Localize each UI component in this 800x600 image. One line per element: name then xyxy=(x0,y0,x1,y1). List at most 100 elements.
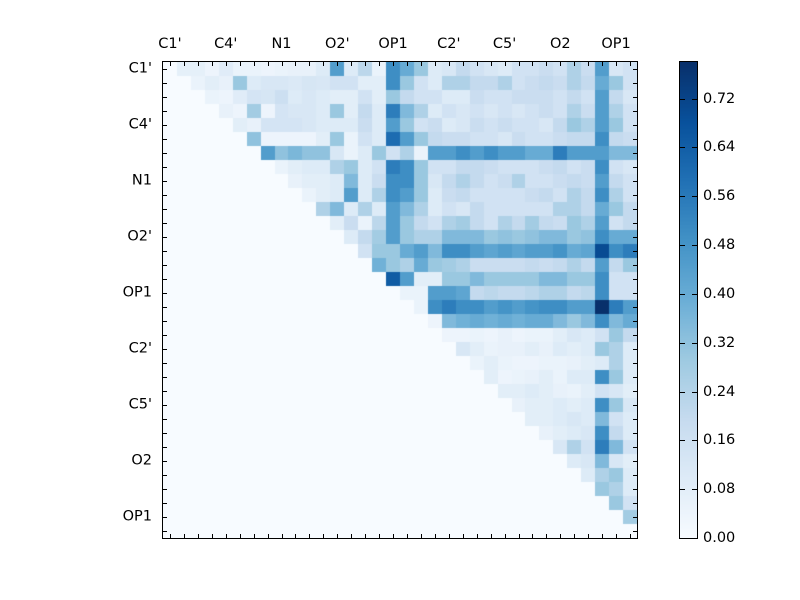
axis-tick xyxy=(574,534,576,538)
x-axis-label: C1' xyxy=(158,36,182,52)
axis-tick xyxy=(476,62,478,66)
y-axis-label: C2' xyxy=(128,340,152,357)
x-axis-label: OP1 xyxy=(378,36,408,52)
axis-tick xyxy=(163,209,167,210)
axis-tick xyxy=(633,97,637,98)
colorbar-tick xyxy=(680,489,685,491)
axis-tick xyxy=(163,475,167,476)
axis-tick xyxy=(379,62,381,66)
axis-tick xyxy=(420,62,422,66)
axis-tick xyxy=(169,62,171,66)
axis-tick xyxy=(379,534,381,538)
axis-tick xyxy=(633,447,637,448)
axis-tick xyxy=(225,534,227,538)
axis-tick xyxy=(560,62,562,66)
axis-tick xyxy=(163,517,167,518)
axis-tick xyxy=(267,534,269,538)
axis-tick xyxy=(616,62,618,66)
axis-tick xyxy=(351,534,353,538)
axis-tick xyxy=(309,62,311,66)
axis-tick xyxy=(630,534,632,538)
axis-tick xyxy=(163,489,167,490)
axis-tick xyxy=(337,62,339,66)
axis-tick xyxy=(546,62,548,66)
axis-tick xyxy=(434,534,436,538)
axis-tick xyxy=(197,534,199,538)
x-axis-label: O2 xyxy=(549,36,571,52)
axis-tick xyxy=(633,433,637,434)
axis-tick xyxy=(633,111,637,112)
axis-tick xyxy=(281,534,283,538)
y-axis-label: C1' xyxy=(128,60,152,77)
colorbar-tick xyxy=(680,98,685,100)
colorbar-tick xyxy=(680,391,685,393)
colorbar-tick xyxy=(680,293,685,295)
axis-tick xyxy=(633,153,637,154)
heatmap-axes xyxy=(162,61,638,539)
colorbar-tick xyxy=(692,391,697,393)
axis-tick xyxy=(633,321,637,322)
colorbar-tick-label: 0.64 xyxy=(703,139,736,156)
axis-tick xyxy=(163,461,167,462)
x-axis-label: OP1 xyxy=(601,36,631,52)
colorbar-tick-label: 0.48 xyxy=(703,237,736,254)
axis-tick xyxy=(518,62,520,66)
colorbar-tick xyxy=(680,342,685,344)
axis-tick xyxy=(420,534,422,538)
axis-tick xyxy=(560,534,562,538)
axis-tick xyxy=(239,534,241,538)
axis-tick xyxy=(163,321,167,322)
axis-tick xyxy=(183,62,185,66)
axis-tick xyxy=(163,503,167,504)
axis-tick xyxy=(490,534,492,538)
axis-tick xyxy=(253,62,255,66)
axis-tick xyxy=(633,209,637,210)
axis-tick xyxy=(211,62,213,66)
axis-tick xyxy=(633,363,637,364)
axis-tick xyxy=(323,62,325,66)
axis-tick xyxy=(633,405,637,406)
axis-tick xyxy=(532,62,534,66)
colorbar-tick-label: 0.56 xyxy=(703,188,736,205)
colorbar-tick xyxy=(692,196,697,198)
axis-tick xyxy=(163,279,167,280)
y-axis-label: C4' xyxy=(128,116,152,133)
colorbar-tick-label: 0.40 xyxy=(703,285,736,302)
axis-tick xyxy=(163,335,167,336)
axis-tick xyxy=(462,534,464,538)
axis-tick xyxy=(163,419,167,420)
axis-tick xyxy=(163,405,167,406)
axis-tick xyxy=(239,62,241,66)
axis-tick xyxy=(253,534,255,538)
colorbar-tick-label: 0.16 xyxy=(703,432,736,449)
axis-tick xyxy=(633,531,637,532)
colorbar-tick xyxy=(692,489,697,491)
colorbar-tick xyxy=(680,196,685,198)
axis-tick xyxy=(633,391,637,392)
axis-tick xyxy=(163,433,167,434)
x-axis-label: N1 xyxy=(271,36,292,52)
axis-tick xyxy=(365,534,367,538)
x-axis-label: C2' xyxy=(437,36,461,52)
axis-tick xyxy=(633,419,637,420)
heatmap-canvas xyxy=(163,62,637,538)
axis-tick xyxy=(183,534,185,538)
axis-tick xyxy=(546,534,548,538)
axis-tick xyxy=(588,62,590,66)
axis-tick xyxy=(633,69,637,70)
colorbar xyxy=(679,61,698,539)
x-axis-label: O2' xyxy=(324,36,350,52)
axis-tick xyxy=(163,391,167,392)
axis-tick xyxy=(633,237,637,238)
axis-tick xyxy=(163,377,167,378)
axis-tick xyxy=(163,531,167,532)
axis-tick xyxy=(163,363,167,364)
axis-tick xyxy=(309,534,311,538)
axis-tick xyxy=(163,223,167,224)
axis-tick xyxy=(351,62,353,66)
axis-tick xyxy=(295,62,297,66)
axis-tick xyxy=(163,83,167,84)
colorbar-canvas xyxy=(680,62,697,538)
colorbar-tick xyxy=(692,293,697,295)
